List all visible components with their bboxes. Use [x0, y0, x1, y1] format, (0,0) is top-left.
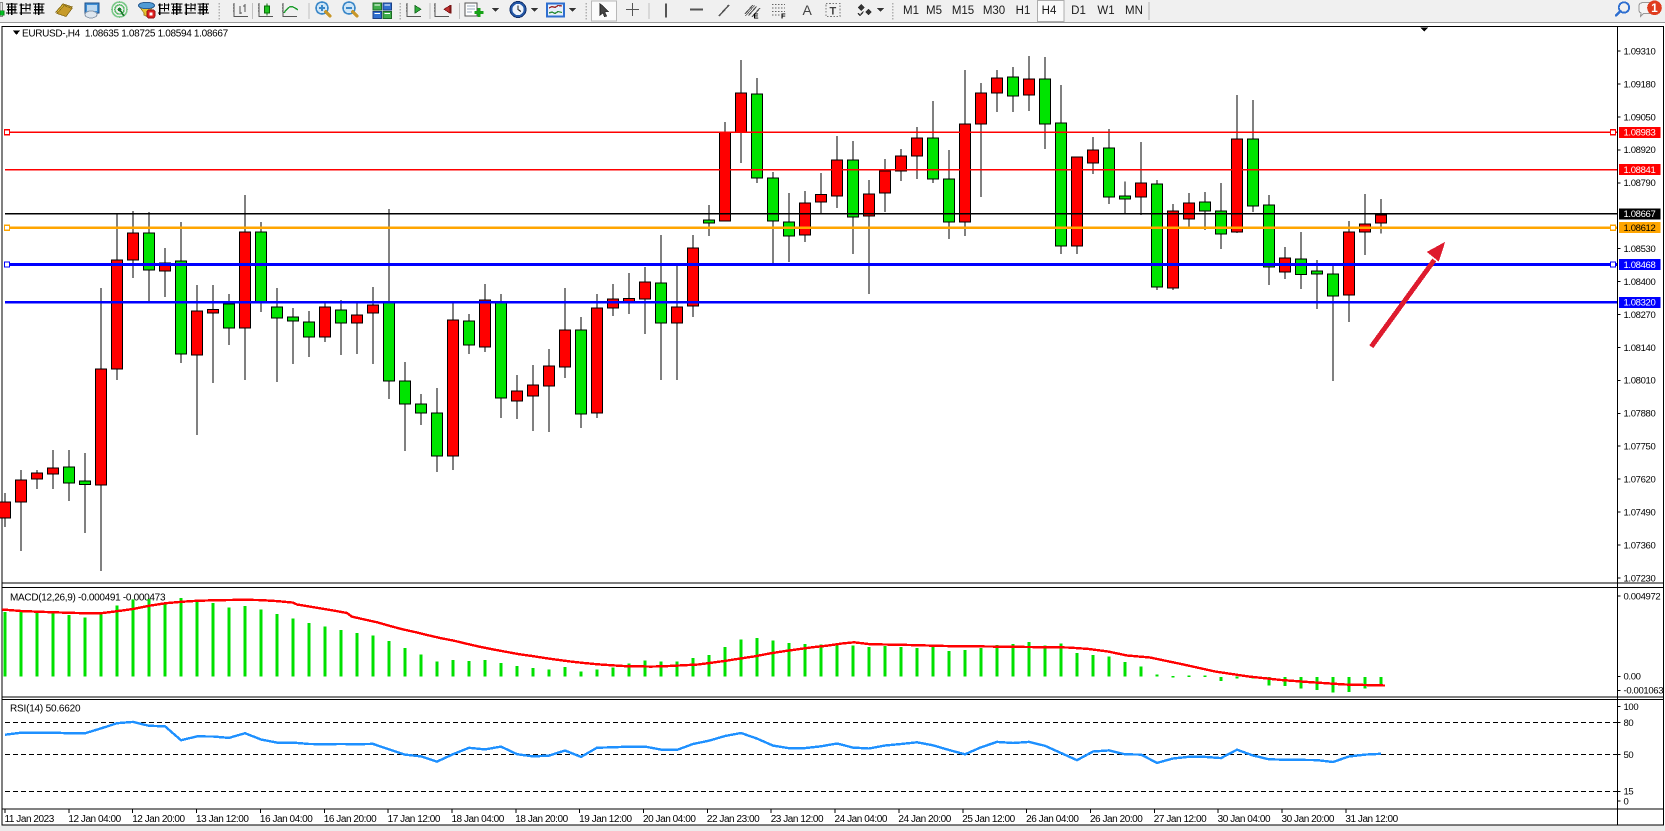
svg-text:1.07230: 1.07230 — [1624, 573, 1656, 584]
svg-text:1.08270: 1.08270 — [1624, 310, 1656, 321]
svg-text:30 Jan 04:00: 30 Jan 04:00 — [1218, 814, 1271, 825]
svg-text:24 Jan 20:00: 24 Jan 20:00 — [898, 814, 951, 825]
svg-text:20 Jan 04:00: 20 Jan 04:00 — [643, 814, 696, 825]
svg-text:26 Jan 04:00: 26 Jan 04:00 — [1026, 814, 1079, 825]
svg-text:1.08140: 1.08140 — [1624, 343, 1656, 354]
svg-text:50: 50 — [1624, 750, 1634, 761]
svg-text:18 Jan 20:00: 18 Jan 20:00 — [515, 814, 568, 825]
svg-text:25 Jan 12:00: 25 Jan 12:00 — [962, 814, 1015, 825]
svg-text:0: 0 — [1624, 797, 1629, 808]
svg-text:16 Jan 20:00: 16 Jan 20:00 — [324, 814, 377, 825]
svg-text:27 Jan 12:00: 27 Jan 12:00 — [1154, 814, 1207, 825]
svg-text:16 Jan 04:00: 16 Jan 04:00 — [260, 814, 313, 825]
svg-text:1.07880: 1.07880 — [1624, 409, 1656, 420]
svg-text:M15: M15 — [952, 5, 974, 17]
svg-text:0.004972: 0.004972 — [1624, 591, 1661, 602]
svg-text:18 Jan 04:00: 18 Jan 04:00 — [451, 814, 504, 825]
svg-text:E: E — [754, 12, 759, 21]
svg-text:80: 80 — [1624, 718, 1634, 729]
svg-text:A: A — [803, 2, 813, 18]
svg-text:1.07360: 1.07360 — [1624, 540, 1656, 551]
svg-text:31 Jan 12:00: 31 Jan 12:00 — [1345, 814, 1398, 825]
svg-text:-0.001063: -0.001063 — [1624, 686, 1664, 697]
svg-text:24 Jan 04:00: 24 Jan 04:00 — [835, 814, 888, 825]
svg-text:13 Jan 12:00: 13 Jan 12:00 — [196, 814, 249, 825]
svg-text:1.08320: 1.08320 — [1624, 298, 1656, 309]
svg-text:1.08920: 1.08920 — [1624, 145, 1656, 156]
svg-text:17 Jan 12:00: 17 Jan 12:00 — [388, 814, 441, 825]
svg-text:1.08667: 1.08667 — [1624, 209, 1656, 220]
svg-text:1.07620: 1.07620 — [1624, 475, 1656, 486]
svg-text:D1: D1 — [1071, 5, 1086, 17]
svg-text:22 Jan 23:00: 22 Jan 23:00 — [707, 814, 760, 825]
svg-text:1.07750: 1.07750 — [1624, 442, 1656, 453]
svg-text:1.09310: 1.09310 — [1624, 46, 1656, 57]
svg-text:W1: W1 — [1097, 5, 1114, 17]
svg-text:1.08841: 1.08841 — [1624, 165, 1656, 176]
svg-text:1.08400: 1.08400 — [1624, 277, 1656, 288]
svg-text:1.08983: 1.08983 — [1624, 128, 1656, 139]
svg-text:23 Jan 12:00: 23 Jan 12:00 — [771, 814, 824, 825]
svg-text:T: T — [830, 6, 837, 18]
svg-text:11 Jan 2023: 11 Jan 2023 — [5, 814, 55, 825]
svg-text:1.09050: 1.09050 — [1624, 112, 1656, 123]
svg-text:H4: H4 — [1042, 5, 1057, 17]
svg-text:26 Jan 20:00: 26 Jan 20:00 — [1090, 814, 1143, 825]
svg-text:12 Jan 04:00: 12 Jan 04:00 — [68, 814, 121, 825]
svg-text:H1: H1 — [1016, 5, 1031, 17]
svg-text:100: 100 — [1624, 702, 1639, 713]
svg-text:1.08468: 1.08468 — [1624, 260, 1656, 271]
svg-text:M1: M1 — [903, 5, 919, 17]
svg-text:M30: M30 — [983, 5, 1005, 17]
svg-text:F: F — [781, 12, 786, 21]
svg-text:EURUSD-,H4 1.08635 1.08725 1.: EURUSD-,H4 1.08635 1.08725 1.08594 1.086… — [22, 29, 229, 40]
svg-text:1.07490: 1.07490 — [1624, 508, 1656, 519]
svg-text:1.08612: 1.08612 — [1624, 223, 1656, 234]
svg-text:1.08010: 1.08010 — [1624, 376, 1656, 387]
svg-text:15: 15 — [1624, 787, 1634, 798]
svg-text:M5: M5 — [926, 5, 942, 17]
svg-text:1.08790: 1.08790 — [1624, 178, 1656, 189]
svg-text:MN: MN — [1125, 5, 1143, 17]
svg-text:MACD(12,26,9) -0.000491 -0.000: MACD(12,26,9) -0.000491 -0.000473 — [10, 593, 166, 604]
svg-text:19 Jan 12:00: 19 Jan 12:00 — [579, 814, 632, 825]
svg-text:12 Jan 20:00: 12 Jan 20:00 — [132, 814, 185, 825]
svg-text:30 Jan 20:00: 30 Jan 20:00 — [1282, 814, 1335, 825]
svg-text:0.00: 0.00 — [1624, 672, 1641, 683]
svg-text:RSI(14) 50.6620: RSI(14) 50.6620 — [10, 704, 81, 715]
svg-text:1: 1 — [1651, 1, 1658, 15]
svg-text:1.08530: 1.08530 — [1624, 244, 1656, 255]
svg-text:1.09180: 1.09180 — [1624, 79, 1656, 90]
